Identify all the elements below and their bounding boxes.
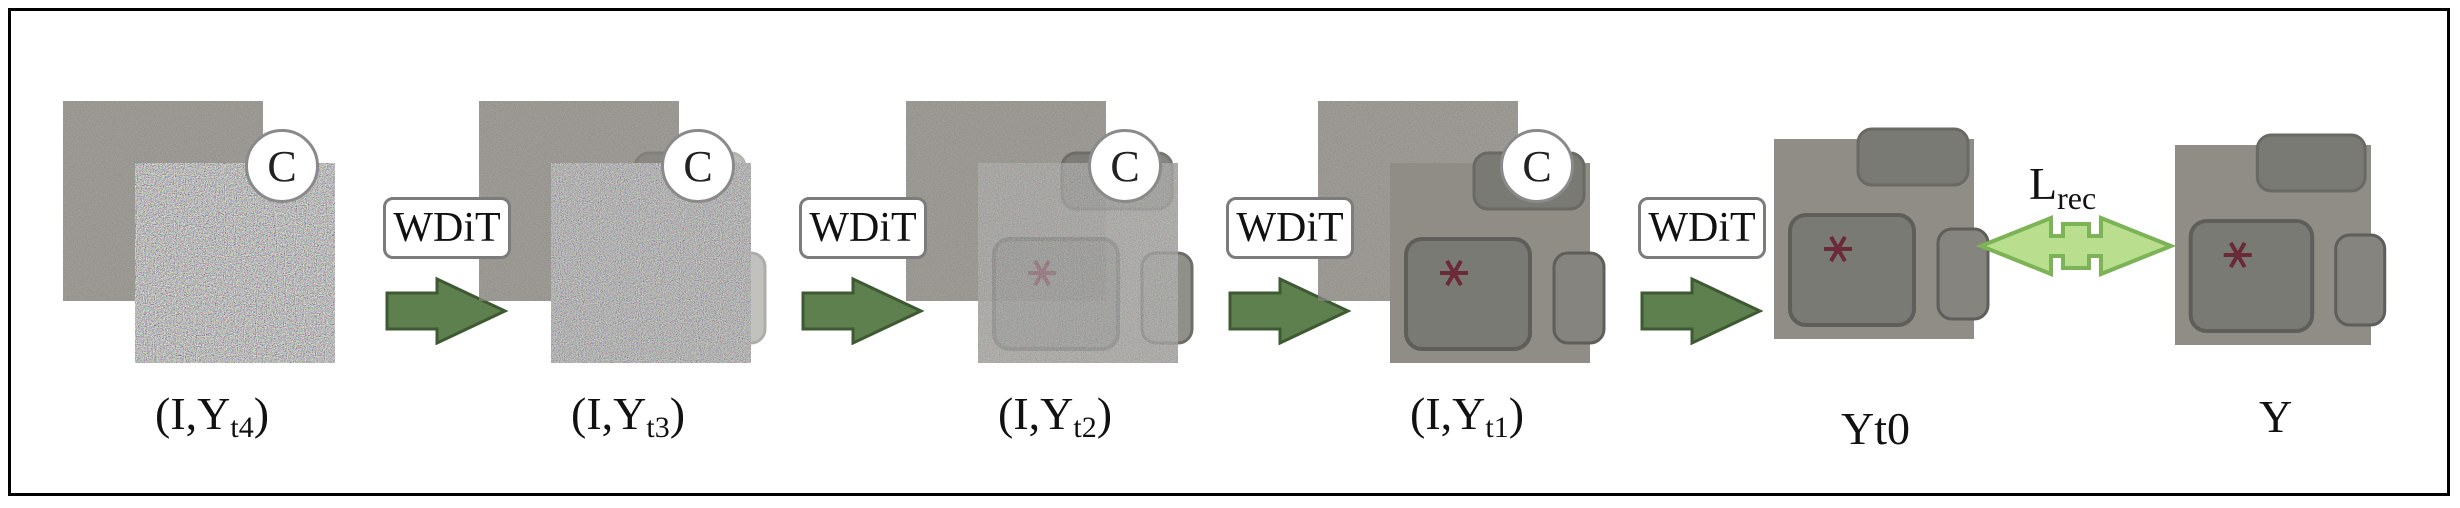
concat-badge: C (245, 129, 319, 203)
forward-arrow (801, 276, 925, 346)
label-part: WDiT (809, 205, 917, 251)
output-label: Yt0 (1841, 406, 1910, 452)
concat-badge: C (1500, 129, 1574, 203)
stage-1 (63, 101, 335, 363)
label-part: ) (1096, 388, 1113, 439)
label-part: t2 (1073, 411, 1097, 444)
asterisk-mark (1824, 235, 1852, 263)
label-part: (I,Y (571, 388, 647, 439)
wdit-box: WDiT (1226, 197, 1354, 259)
asterisk-mark (2223, 241, 2252, 269)
forward-arrow (385, 276, 509, 346)
label-part: t4 (230, 411, 254, 444)
concat-badge: C (661, 129, 735, 203)
forward-arrow (1228, 276, 1352, 346)
label-part: WDiT (1236, 205, 1344, 251)
stage-2 (479, 101, 767, 363)
label-part: C (683, 141, 713, 191)
label-part: C (1110, 141, 1140, 191)
label-part: C (1522, 141, 1552, 191)
diagram-frame: C (I,Yt4) WDiT C (I,Yt3) WDiT C (I,Yt2) WDiT C (I,… (8, 8, 2450, 496)
label-part: ) (669, 388, 686, 439)
stage-label: (I,Yt4) (155, 391, 269, 443)
stage-label: (I,Yt3) (571, 391, 685, 443)
wdit-box: WDiT (799, 197, 927, 259)
front-clean-tile (1390, 151, 1606, 363)
label-part: (I,Y (998, 388, 1074, 439)
label-part: C (267, 141, 297, 191)
loss-label: Lrec (2029, 157, 2096, 217)
label-part: L (2029, 158, 2058, 209)
label-part: ) (253, 388, 270, 439)
target-label: Y (2259, 394, 2292, 440)
label-part: t3 (646, 411, 670, 444)
label-part: Yt0 (1841, 403, 1910, 454)
label-part: ) (1508, 388, 1525, 439)
wdit-box: WDiT (383, 197, 511, 259)
loss-double-arrow (1975, 215, 2177, 277)
label-part: (I,Y (155, 388, 231, 439)
asterisk-mark (1440, 259, 1468, 287)
output-tile (1774, 127, 1990, 339)
wdit-box: WDiT (1638, 197, 1766, 259)
label-part: t1 (1485, 411, 1509, 444)
target-image (2175, 133, 2387, 345)
label-part: rec (2057, 180, 2097, 216)
target-tile (2175, 133, 2387, 345)
concat-badge: C (1088, 129, 1162, 203)
stage-label: (I,Yt2) (998, 391, 1112, 443)
stage-label: (I,Yt1) (1410, 391, 1524, 443)
label-part: WDiT (393, 205, 501, 251)
output-image (1774, 127, 1990, 339)
label-part: (I,Y (1410, 388, 1486, 439)
label-part: WDiT (1648, 205, 1756, 251)
label-part: Y (2259, 391, 2293, 442)
forward-arrow (1640, 276, 1764, 346)
